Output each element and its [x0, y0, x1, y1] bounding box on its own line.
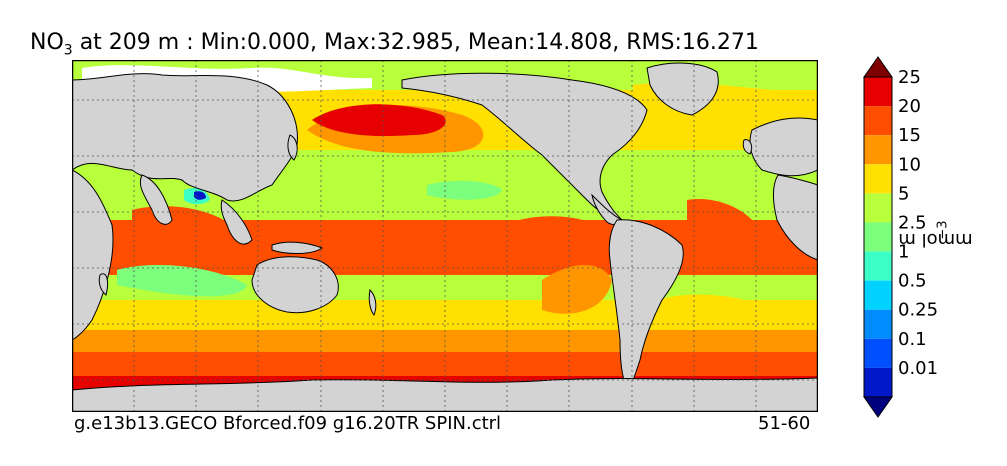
experiment-caption: g.e13b13.GECO Bforced.f09 g16.20TR SPIN.…: [74, 413, 502, 434]
colorbar-tick-label: 25: [898, 67, 921, 88]
colorbar-segment: [864, 77, 892, 107]
atlantic-high: [687, 199, 762, 244]
east-pacific-red: [502, 216, 612, 247]
colorbar: 0.01 0.1 0.25 0.5 1 2.5 5 10 15 20 25 35: [863, 55, 938, 418]
title-stats: at 209 m : Min:0.000, Max:32.985, Mean:1…: [72, 30, 759, 55]
colorbar-extend-min: [863, 396, 893, 418]
east-pacific-south-orange: [542, 265, 612, 314]
colorbar-tick-label: 20: [898, 96, 921, 117]
colorbar-tick-label: 5: [898, 183, 909, 204]
southeast-asia-land: [220, 199, 253, 245]
south-indian-low: [117, 265, 247, 297]
atlantic-south-yellow: [657, 294, 762, 320]
colorbar-segment: [864, 338, 892, 368]
colorbar-segment: [864, 193, 892, 223]
unit-text: mmol m: [898, 229, 973, 251]
uk-land: [742, 139, 753, 155]
colorbar-segments: [863, 56, 893, 418]
colorbar-segment: [864, 135, 892, 165]
title-variable: NO: [30, 30, 64, 55]
australia-land: [251, 256, 339, 314]
new-zealand-land: [368, 288, 377, 316]
colorbar-segment: [864, 222, 892, 252]
map-title: NO3 at 209 m : Min:0.000, Max:32.985, Me…: [30, 30, 759, 58]
colorbar-segment: [864, 280, 892, 310]
colorbar-tick-label: 15: [898, 125, 921, 146]
colorbar-segment: [864, 309, 892, 339]
title-subscript: 3: [63, 42, 73, 59]
new-guinea-land: [271, 241, 324, 254]
colorbar-tick-label: 0.01: [898, 358, 938, 379]
colorbar-tick-label: 35: [898, 55, 921, 59]
europe-land: [749, 117, 818, 177]
colorbar-segment: [864, 106, 892, 136]
colorbar-segment: [864, 251, 892, 281]
africa-land: [72, 169, 114, 341]
ocean-map: [72, 60, 818, 412]
years-caption: 51-60: [758, 413, 811, 434]
map-gridlines: [72, 60, 818, 412]
colorbar-extend-max: [863, 56, 893, 78]
colorbar-segment: [864, 367, 892, 397]
madagascar-land: [98, 273, 109, 296]
colorbar-tick-label: 0.1: [898, 329, 927, 350]
india-land: [139, 174, 173, 225]
central-pacific-low: [427, 180, 502, 200]
colorbar-segment: [864, 164, 892, 194]
africa-land-east: [772, 174, 818, 261]
colorbar-tick-label: 0.5: [898, 271, 927, 292]
colorbar-ticks: 0.01 0.1 0.25 0.5 1 2.5 5 10 15 20 25 35: [898, 55, 938, 379]
colorbar-tick-label: 2.5: [898, 212, 927, 233]
japan-land: [287, 134, 298, 161]
colorbar-tick-label: 10: [898, 154, 921, 175]
map-frame: [72, 60, 818, 412]
colorbar-tick-label: 0.25: [898, 300, 938, 321]
greenland-land: [646, 62, 719, 116]
north-america-land: [401, 72, 648, 221]
south-america-land: [608, 219, 684, 391]
colorbar-tick-label: 1: [898, 242, 909, 263]
colorbar-frame: [863, 76, 893, 398]
north-pacific-max: [312, 104, 446, 137]
bay-of-bengal-min: [194, 191, 206, 200]
